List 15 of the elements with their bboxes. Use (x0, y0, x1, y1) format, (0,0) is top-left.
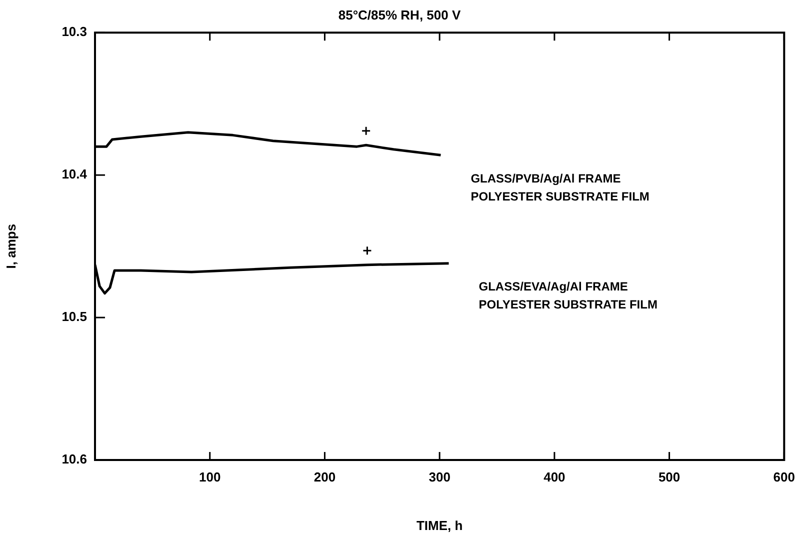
x-tick-label: 300 (428, 469, 450, 484)
text: GLASS/EVA/Ag/Al FRAME POLYESTER SUBSTRATE FILM (478, 280, 658, 312)
x-tick-label: 200 (314, 469, 336, 484)
y-tick-label: 10.3 (62, 24, 87, 40)
chart-title: 85°C/85% RH, 500 V (338, 7, 461, 22)
x-tick-label: 400 (544, 469, 566, 484)
y-tick-label: 10.4 (62, 166, 88, 182)
text: GLASS/PVB/Ag/Al FRAME POLYESTER SUBSTRATE FILM (470, 171, 650, 204)
x-tick-label: 100 (199, 469, 221, 484)
y-tick-label: 10.5 (62, 309, 87, 324)
y-axis-title: I, amps (3, 224, 18, 269)
y-tick-label: 10.6 (62, 452, 87, 467)
x-tick-label: 500 (658, 469, 680, 484)
x-axis-title: TIME, h (416, 518, 463, 533)
x-tick-label: 600 (773, 469, 796, 484)
